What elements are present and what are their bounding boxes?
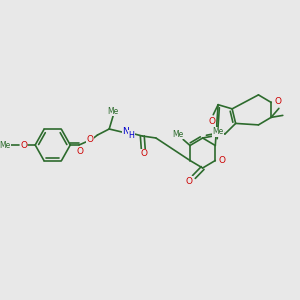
Text: Me: Me xyxy=(212,127,224,136)
Text: O: O xyxy=(20,140,27,149)
Text: H: H xyxy=(129,130,134,140)
Text: O: O xyxy=(185,176,193,185)
Text: O: O xyxy=(86,136,93,145)
Text: Me: Me xyxy=(0,140,11,149)
Text: Me: Me xyxy=(107,106,119,116)
Text: O: O xyxy=(76,148,83,157)
Text: N: N xyxy=(122,127,129,136)
Text: Me: Me xyxy=(173,130,184,139)
Text: O: O xyxy=(141,149,148,158)
Text: O: O xyxy=(219,156,226,165)
Text: O: O xyxy=(274,97,281,106)
Text: O: O xyxy=(209,117,216,126)
